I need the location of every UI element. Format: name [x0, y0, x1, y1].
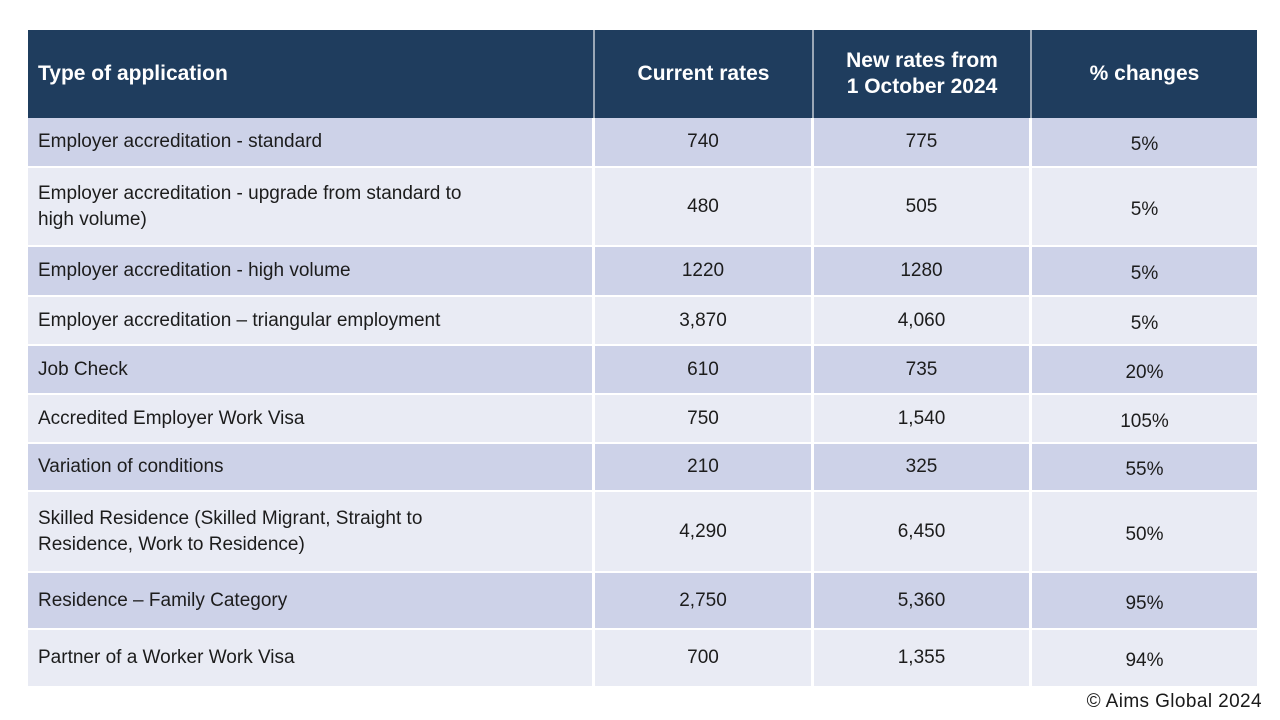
cell-new-rate: 5,360: [814, 573, 1032, 628]
cell-percent-change: 20%: [1125, 361, 1164, 383]
cell-application-type: Employer accreditation - high volume: [28, 247, 595, 295]
cell-new-rate: 4,060: [814, 297, 1032, 344]
cell-current-rate: 2,750: [595, 573, 814, 628]
table-row: Employer accreditation - standard 740 77…: [28, 118, 1257, 168]
cell-new-rate: 325: [814, 444, 1032, 490]
table-row: Job Check 610 735 20%: [28, 346, 1257, 395]
table-row: Skilled Residence (Skilled Migrant, Stra…: [28, 492, 1257, 573]
table-header-row: Type of application Current rates New ra…: [28, 30, 1257, 118]
cell-application-type: Residence – Family Category: [28, 573, 595, 628]
cell-percent-change: 5%: [1130, 134, 1159, 156]
cell-percent-change: 105%: [1120, 410, 1169, 432]
cell-new-rate: 6,450: [814, 492, 1032, 571]
header-current-rates: Current rates: [595, 30, 814, 118]
cell-current-rate: 3,870: [595, 297, 814, 344]
cell-application-type: Employer accreditation - upgrade from st…: [28, 168, 595, 245]
cell-application-type: Job Check: [28, 346, 595, 393]
table-row: Variation of conditions 210 325 55%: [28, 444, 1257, 492]
cell-new-rate: 1,355: [814, 630, 1032, 686]
cell-current-rate: 210: [595, 444, 814, 490]
table-row: Employer accreditation - upgrade from st…: [28, 168, 1257, 247]
cell-application-type: Variation of conditions: [28, 444, 595, 490]
cell-application-type: Partner of a Worker Work Visa: [28, 630, 595, 686]
cell-percent-change: 95%: [1125, 592, 1164, 614]
cell-application-type: Employer accreditation – triangular empl…: [28, 297, 595, 344]
cell-current-rate: 4,290: [595, 492, 814, 571]
table-row: Employer accreditation – triangular empl…: [28, 297, 1257, 346]
fee-changes-table: Type of application Current rates New ra…: [28, 30, 1257, 688]
cell-new-rate: 735: [814, 346, 1032, 393]
cell-percent-change: 55%: [1125, 459, 1164, 481]
table-row: Partner of a Worker Work Visa 700 1,355 …: [28, 630, 1257, 688]
header-type-of-application: Type of application: [28, 30, 595, 118]
header-new-rates: New rates from 1 October 2024: [814, 30, 1032, 118]
copyright-notice: © Aims Global 2024: [1086, 691, 1262, 712]
table-row: Residence – Family Category 2,750 5,360 …: [28, 573, 1257, 630]
cell-current-rate: 740: [595, 118, 814, 166]
cell-new-rate: 775: [814, 118, 1032, 166]
cell-percent-change: 5%: [1130, 263, 1159, 285]
table-row: Accredited Employer Work Visa 750 1,540 …: [28, 395, 1257, 444]
cell-current-rate: 1220: [595, 247, 814, 295]
cell-new-rate: 505: [814, 168, 1032, 245]
header-percent-changes: % changes: [1089, 61, 1200, 85]
cell-percent-change: 94%: [1125, 650, 1164, 672]
table-row: Employer accreditation - high volume 122…: [28, 247, 1257, 297]
cell-application-type: Accredited Employer Work Visa: [28, 395, 595, 442]
cell-application-type: Employer accreditation - standard: [28, 118, 595, 166]
cell-new-rate: 1280: [814, 247, 1032, 295]
cell-current-rate: 700: [595, 630, 814, 686]
cell-current-rate: 610: [595, 346, 814, 393]
cell-application-type: Skilled Residence (Skilled Migrant, Stra…: [28, 492, 595, 571]
cell-current-rate: 750: [595, 395, 814, 442]
cell-current-rate: 480: [595, 168, 814, 245]
cell-percent-change: 5%: [1130, 198, 1159, 220]
cell-percent-change: 50%: [1125, 523, 1164, 545]
cell-new-rate: 1,540: [814, 395, 1032, 442]
cell-percent-change: 5%: [1130, 312, 1159, 334]
